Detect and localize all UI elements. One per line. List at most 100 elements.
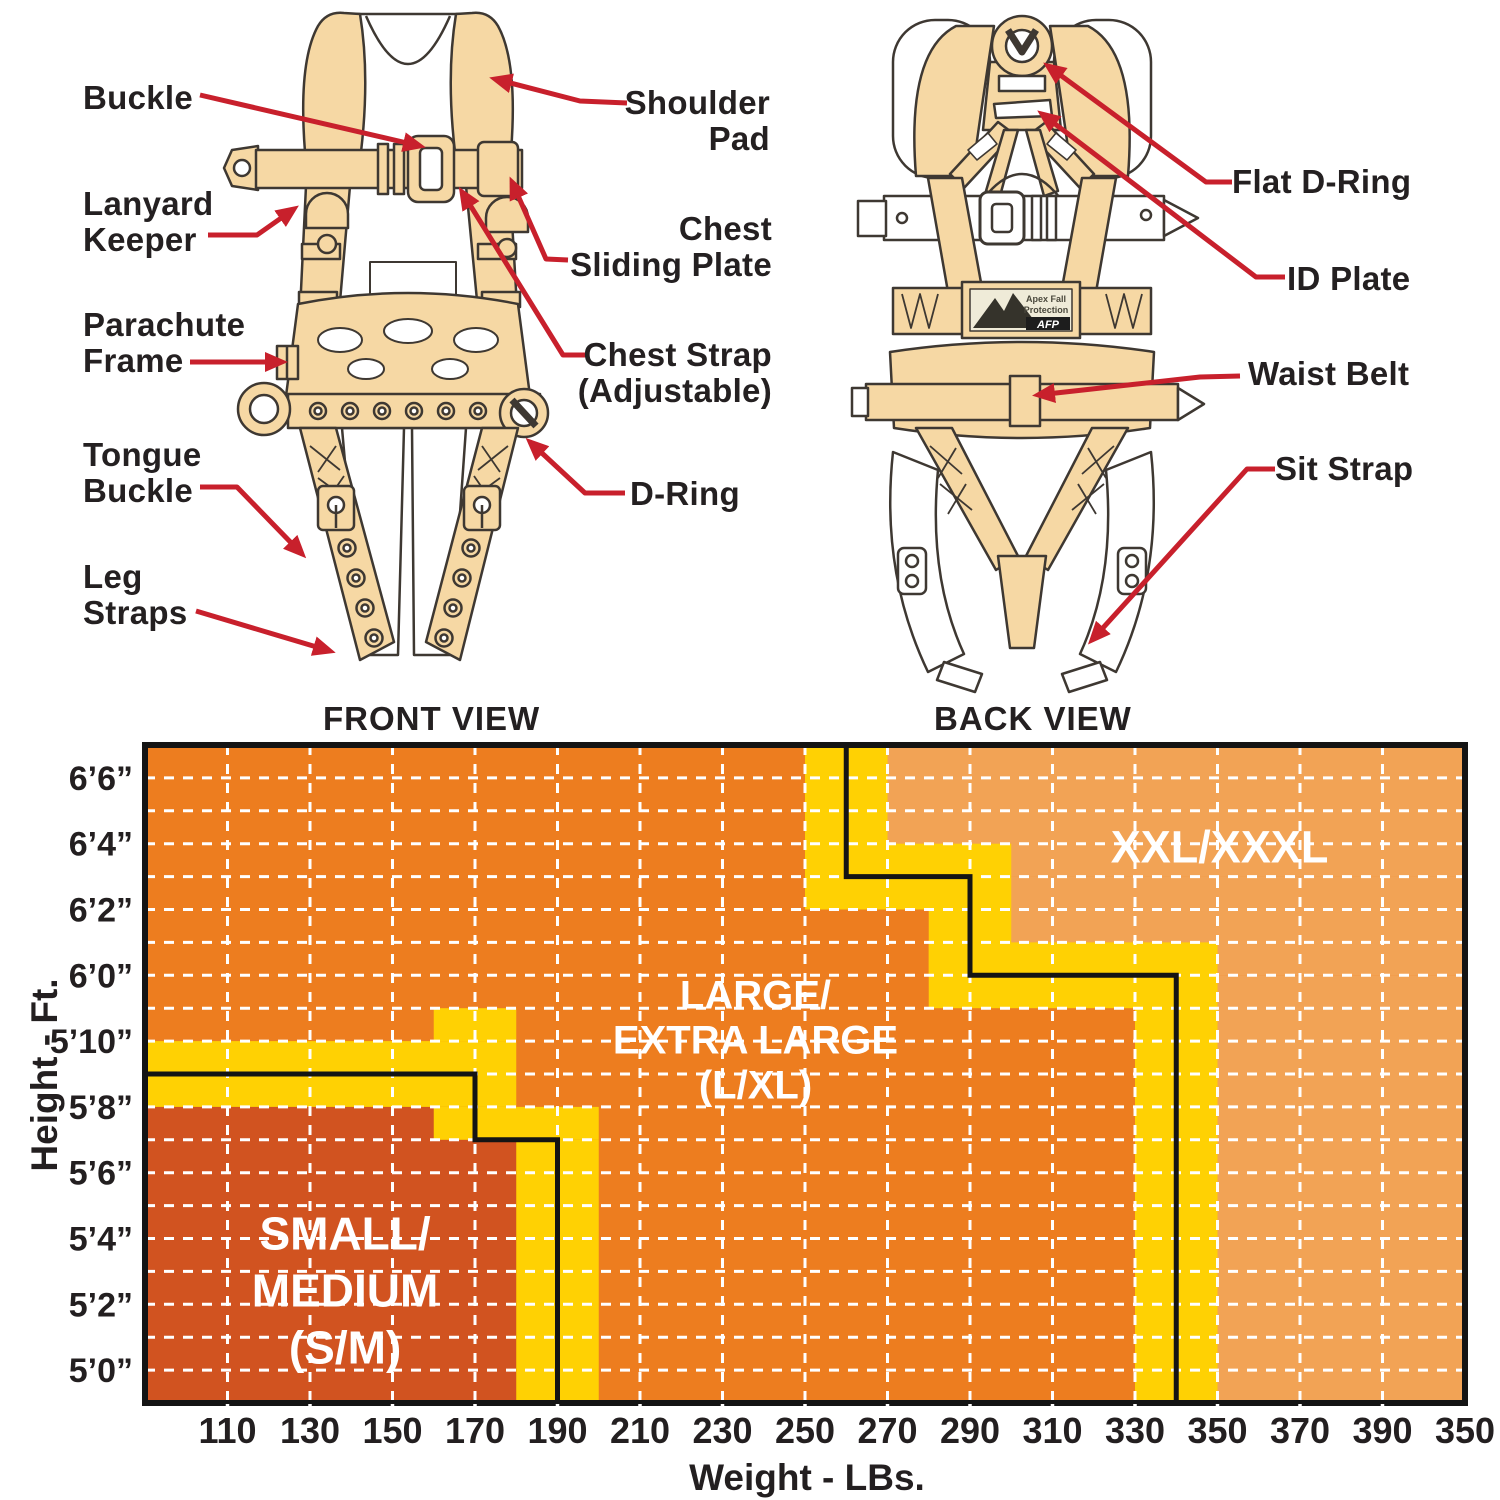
mountain-logo	[973, 293, 1040, 328]
sit-strap-tail	[996, 554, 1048, 650]
y-tick-label: 6’2”	[69, 892, 133, 930]
chest-sliding-plate-callout-arrow	[509, 176, 569, 263]
d-ring-callout-arrow	[525, 437, 625, 496]
region-label-large-xl: LARGE/ EXTRA LARGE (L/XL)	[612, 973, 899, 1108]
tongue-buckle-label: Tongue Buckle	[83, 436, 202, 509]
chest-sliding-plate-label: Chest Sliding Plate	[570, 210, 772, 283]
waist-belt-front	[286, 392, 542, 430]
brand-text-2: Protection	[1024, 305, 1069, 315]
x-tick-label: 350	[1187, 1410, 1247, 1451]
front-center-pad	[369, 261, 457, 297]
sit-strap-callout-arrow	[1087, 466, 1275, 645]
x-tick-label: 290	[940, 1410, 1000, 1451]
lanyard-keeper-callout-arrow	[208, 205, 299, 238]
front-view-caption: FRONT VIEW	[323, 700, 541, 737]
chest-strap-label: Chest Strap (Adjustable)	[577, 336, 772, 409]
shoulder-pad-label: Shoulder Pad	[624, 84, 770, 157]
id-plate-label: ID Plate	[1287, 260, 1411, 297]
belt-keeper	[1045, 194, 1058, 242]
y-tick-label: 5’0”	[69, 1352, 133, 1390]
x-tick-label: 110	[198, 1410, 256, 1451]
x-tick-label: 370	[1270, 1410, 1330, 1451]
chest-buckle-slot	[418, 146, 444, 192]
size-boundary-line	[145, 1071, 560, 1403]
back-shoulder-pad-right	[1048, 24, 1131, 178]
d-ring-label: D-Ring	[630, 475, 740, 512]
y-tick-label: 5’2”	[69, 1286, 133, 1324]
back-view-caption: BACK VIEW	[934, 700, 1132, 737]
x-tick-label: 310	[1022, 1410, 1082, 1451]
sit-strap-hatching	[929, 445, 1115, 515]
chest-strap-keeper	[376, 142, 390, 196]
shoulder-pad-left	[301, 11, 367, 154]
shoulder-pad-callout-arrow	[489, 73, 628, 106]
x-tick-label: 210	[610, 1410, 670, 1451]
x-tick-label: 390	[1352, 1410, 1412, 1451]
belt-keeper	[1030, 194, 1043, 242]
fall-indicator-tag	[967, 132, 998, 161]
belt-end-right	[1176, 386, 1206, 422]
leg-straps-label: Leg Straps	[83, 558, 188, 631]
sit-strap-label: Sit Strap	[1275, 450, 1414, 487]
buckle-label: Buckle	[83, 79, 194, 116]
y-tick-label: 5’10”	[50, 1023, 133, 1061]
waist-belt-callout-arrow	[1032, 373, 1241, 404]
waist-back-pad	[284, 291, 532, 398]
x-tick-label: 150	[362, 1410, 422, 1451]
region-label-small-medium: SMALL/ MEDIUM (S/M)	[251, 1207, 439, 1374]
chest-strap-callout-arrow	[458, 186, 585, 358]
y-tick-label: 5’8”	[69, 1089, 133, 1127]
x-tick-label: 230	[692, 1410, 752, 1451]
front-neck-arch	[364, 15, 452, 65]
back-view-harness: Apex Fall Protection AFP	[850, 14, 1206, 694]
flat-d-ring-label: Flat D-Ring	[1232, 163, 1412, 200]
buckle-callout-arrow	[199, 92, 426, 152]
y-tick-label: 5’4”	[69, 1221, 133, 1259]
y-tick-label: 6’0”	[69, 957, 133, 995]
stitch-zigzag	[1105, 293, 1143, 329]
region-label-xxl-xxxl: XXL/XXXL	[1110, 821, 1329, 873]
back-shoulder-pad-left	[913, 24, 996, 178]
chest-strap-keeper	[392, 142, 406, 196]
strap-tip	[935, 660, 984, 694]
lanyard-keeper-label: Lanyard Keeper	[83, 185, 214, 258]
back-buckle-slot	[990, 202, 1014, 234]
x-tick-label: 350	[1435, 1410, 1495, 1451]
x-tick-label: 130	[280, 1410, 340, 1451]
stitch-zigzag	[901, 293, 939, 329]
flat-d-ring-callout-arrow	[1043, 62, 1232, 185]
belt-end-left	[850, 386, 870, 418]
x-axis-title: Weight - LBs.	[689, 1457, 925, 1498]
id-plate-callout-arrow	[1037, 110, 1285, 280]
waist-grommets	[308, 401, 488, 421]
y-axis-title: Height - Ft.	[24, 978, 65, 1171]
parachute-frame-label: Parachute Frame	[83, 306, 246, 379]
strap-tip	[1060, 660, 1109, 694]
brand-abbr: AFP	[1036, 319, 1060, 331]
chest-sliding-plate	[476, 140, 520, 198]
size-transition-band	[433, 1106, 599, 1140]
x-tick-label: 270	[857, 1410, 917, 1451]
y-tick-label: 5’6”	[69, 1155, 133, 1193]
size-boundary-line	[843, 745, 1179, 1403]
y-tick-label: 6’6”	[69, 760, 133, 798]
size-region-xxl	[1176, 975, 1465, 1403]
leg-strap-hatching	[309, 445, 509, 503]
leg-strap-grommets	[337, 538, 481, 648]
waist-belt-label: Waist Belt	[1248, 355, 1410, 392]
x-tick-label: 170	[445, 1410, 505, 1451]
y-tick-label: 6’4”	[69, 826, 133, 864]
x-tick-label: 250	[775, 1410, 835, 1451]
x-tick-label: 330	[1105, 1410, 1165, 1451]
leg-straps-callout-arrow	[195, 608, 336, 656]
upper-belt-left-end	[856, 199, 888, 238]
brand-text-1: Apex Fall	[1026, 294, 1066, 304]
x-tick-label: 190	[527, 1410, 587, 1451]
tongue-buckle-callout-arrow	[200, 484, 307, 559]
front-view-harness	[222, 11, 550, 662]
lanyard-keeper-left	[304, 191, 350, 230]
chart-border	[142, 742, 1468, 1406]
